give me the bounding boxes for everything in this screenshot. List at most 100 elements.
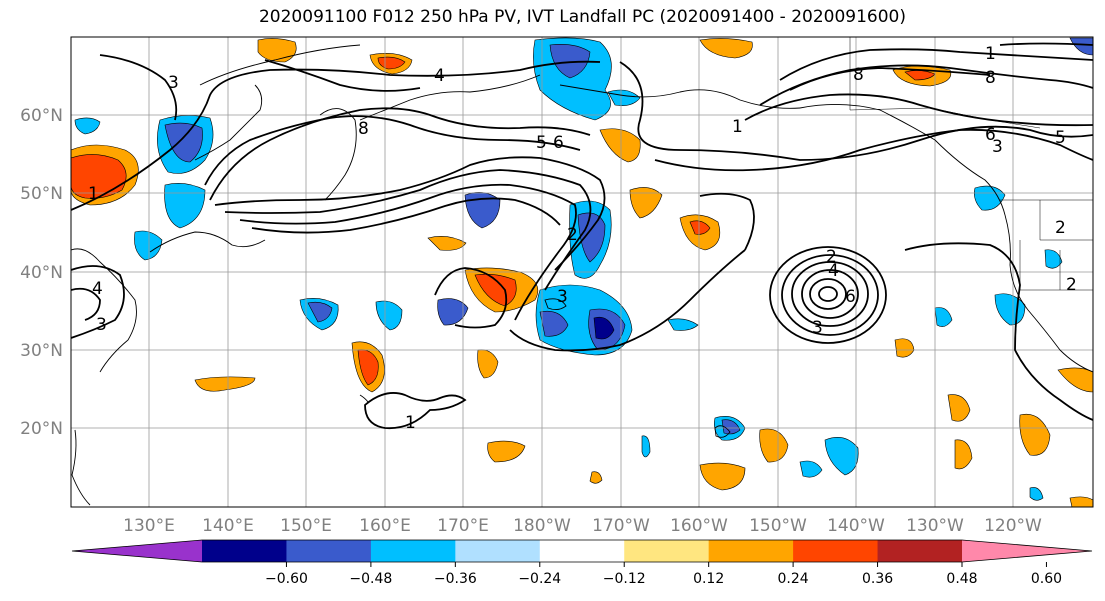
anomaly-blob-neg [824,437,859,476]
colorbar-cell [877,540,963,562]
contour-label: 8 [985,68,996,88]
colorbar: −0.60 −0.48 −0.36 −0.24 −0.12 0.12 0.24 0.36 0.4… [71,539,1093,587]
colorbar-extend-max [962,540,1092,562]
colorbar-tick-label: −0.36 [434,571,477,587]
anomaly-blob-neg [721,419,741,435]
contour-label: 2 [1055,218,1066,238]
anomaly-blob-pos [954,439,973,470]
graticule [71,37,1093,507]
contour-label: 3 [812,318,823,338]
contour-label: 8 [358,119,369,139]
colorbar-cell [202,540,287,562]
anomaly-blob-neg [1044,249,1063,269]
anomaly-blob-pos [1069,496,1093,507]
colorbar-extend-min [72,540,202,562]
anomaly-blob-pos [629,187,663,219]
anomaly-blob-neg [799,460,823,478]
lat-label: 20°N [20,419,63,439]
anomaly-blob-neg [437,298,469,326]
contour-label: 1 [405,413,416,433]
contour-label: 3 [992,137,1003,157]
colorbar-tick-label: −0.24 [518,571,561,587]
shaded-anomalies [71,37,1093,507]
anomaly-blob-pos [699,38,753,59]
anomaly-blob-neg [134,230,163,261]
lon-label: 150°E [280,516,332,536]
contour-label: 6 [985,125,996,145]
colorbar-tick-label: 0.36 [862,571,893,587]
borders [849,37,1093,291]
contour-label: 3 [96,315,107,335]
anomaly-blob-pos [894,338,915,358]
contour-labels: 4 8 5 6 3 1 2 1 2 4 6 3 8 1 8 6 5 3 2 2 … [88,44,1077,433]
colorbar-ticks [285,562,1047,567]
colorbar-tick-label: 0.48 [946,571,977,587]
anomaly-blob-pos [589,471,603,484]
colorbar-tick-label: 0.12 [693,571,724,587]
contour-label: 1 [88,184,99,204]
anomaly-blob-pos [194,376,256,392]
anomaly-blob-neg [1029,487,1044,501]
anomaly-blob-neg [164,183,206,229]
anomaly-blob-pos [1057,367,1093,393]
lon-ticks: 130°E 140°E 150°E 160°E 170°E 180°W 170°… [123,516,1042,536]
colorbar-cell [708,540,794,562]
lat-ticks: 20°N 30°N 40°N 50°N 60°N [20,106,63,439]
colorbar-cell [539,540,625,562]
contour-label: 3 [168,73,179,93]
contour-label: 6 [553,133,564,153]
anomaly-blob-neg [307,301,333,323]
lat-label: 30°N [20,341,63,361]
contour-label: 6 [845,287,856,307]
anomaly-blob-pos [71,154,127,199]
contour-label: 1 [732,117,743,137]
anomaly-blob-neg [934,307,953,327]
anomaly-blob-neg [74,117,101,135]
colorbar-cells [71,539,1093,563]
contour-label: 4 [92,279,103,299]
colorbar-tick-labels: −0.60 −0.48 −0.36 −0.24 −0.12 0.12 0.24 0.36 0.4… [265,571,1062,587]
anomaly-blob-neg [593,316,615,340]
lat-label: 60°N [20,106,63,126]
anomaly-blob-neg [164,122,203,163]
anomaly-blob-pos [947,394,971,422]
colorbar-cell [286,540,372,562]
anomaly-blob-pos [759,428,789,463]
anomaly-blob-pos [599,128,641,163]
lon-label: 160°W [670,516,728,536]
contour-label: 3 [557,287,568,307]
lon-label: 180°W [513,516,571,536]
lon-label: 140°E [202,516,254,536]
lon-label: 140°W [827,516,885,536]
contour-label: 2 [826,247,837,267]
lon-label: 130°E [123,516,175,536]
lat-label: 40°N [20,263,63,283]
anomaly-blob-pos [477,349,499,379]
anomaly-blob-neg [539,311,569,337]
lat-label: 50°N [20,184,63,204]
colorbar-cell [455,540,541,562]
colorbar-cell [370,540,456,562]
lon-label: 160°E [359,516,411,536]
colorbar-outline [71,539,1093,563]
lon-label: 130°W [906,516,964,536]
colorbar-cell [793,540,879,562]
anomaly-blob-pos [487,440,526,463]
anomaly-blob-pos [427,236,467,251]
anomaly-blob-neg [667,318,699,331]
anomaly-blob-neg [974,185,1006,211]
lon-label: 170°W [592,516,650,536]
contour-label: 1 [985,44,996,64]
anomaly-blob-pos [357,349,379,386]
contour-label: 4 [434,66,445,86]
contour-label: 5 [1055,128,1066,148]
colorbar-tick-label: −0.48 [349,571,392,587]
lon-label: 120°W [984,516,1042,536]
anomaly-blob-neg [577,212,606,263]
colorbar-tick-label: 0.60 [1031,571,1062,587]
anomaly-blob-neg [375,300,403,331]
contour-label: 8 [853,65,864,85]
contour-label: 4 [828,261,839,281]
colorbar-cell [624,540,710,562]
